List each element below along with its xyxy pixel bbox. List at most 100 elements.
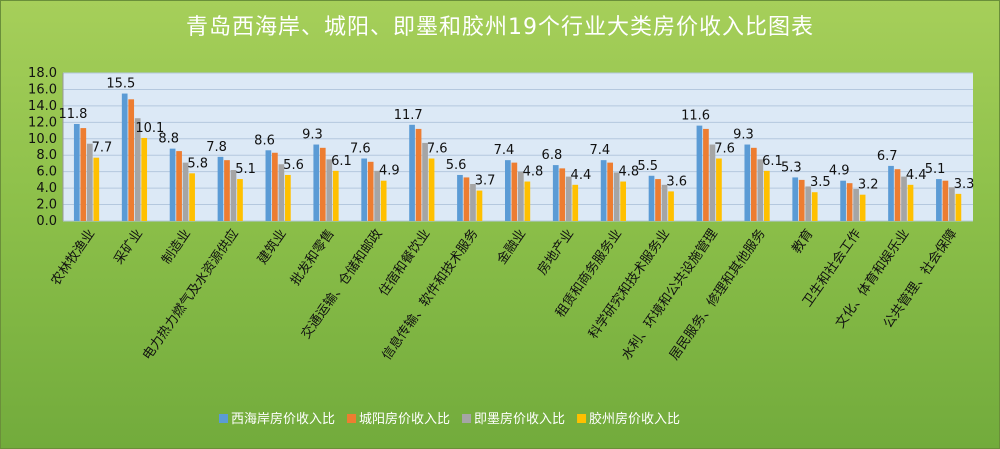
bar <box>93 157 100 221</box>
data-label: 4.9 <box>379 164 400 179</box>
data-label: 8.8 <box>158 132 179 147</box>
bar <box>750 147 757 221</box>
category-label: 交通运输、仓储和邮政 <box>298 226 386 342</box>
bar <box>763 170 770 221</box>
bar <box>189 173 195 221</box>
bar <box>942 180 949 221</box>
category-label: 居民服务、修理和其他服务 <box>666 226 769 363</box>
bar <box>888 165 894 221</box>
bar <box>655 179 661 221</box>
y-tick-label: 2.0 <box>36 198 57 213</box>
bar <box>409 124 415 221</box>
data-labels: 11.87.715.510.18.85.87.85.18.65.69.36.17… <box>58 77 974 193</box>
y-tick-label: 0.0 <box>36 214 57 229</box>
bar <box>313 144 320 221</box>
data-label: 3.5 <box>810 175 831 190</box>
bar <box>792 177 799 221</box>
legend-swatch <box>577 414 587 423</box>
y-tick-label: 8.0 <box>36 148 57 163</box>
legend-label: 胶州房价收入比 <box>589 411 680 427</box>
data-label: 11.8 <box>58 107 87 122</box>
bar <box>319 147 326 221</box>
y-tick-label: 6.0 <box>36 165 57 180</box>
bar <box>237 179 243 221</box>
bar <box>744 144 751 221</box>
bar <box>428 158 435 221</box>
category-label: 农林牧渔业 <box>49 227 99 289</box>
data-label: 15.5 <box>106 77 135 92</box>
category-label: 批发和零售 <box>287 226 337 288</box>
bar <box>703 128 709 221</box>
data-label: 5.8 <box>187 156 208 171</box>
legend-label: 西海岸房价收入比 <box>231 411 335 427</box>
bar <box>121 93 128 221</box>
bar <box>134 118 141 221</box>
data-label: 3.6 <box>666 174 687 189</box>
data-label: 7.6 <box>427 142 448 157</box>
bar <box>661 184 668 221</box>
data-label: 6.1 <box>331 154 352 169</box>
category-label: 制造业 <box>159 227 194 268</box>
data-label: 7.8 <box>206 140 227 155</box>
data-label: 11.6 <box>681 109 710 124</box>
bar <box>565 176 572 221</box>
bar <box>805 186 812 221</box>
bar <box>361 158 368 221</box>
y-tick-label: 16.0 <box>28 82 57 97</box>
bar <box>476 190 483 221</box>
bar <box>955 193 962 221</box>
category-label: 房地产业 <box>534 226 577 278</box>
bar <box>326 159 333 221</box>
bar <box>668 191 674 221</box>
data-label: 6.1 <box>762 154 783 169</box>
bar <box>176 151 182 221</box>
data-label: 5.6 <box>446 158 467 173</box>
data-label: 11.7 <box>394 108 423 123</box>
legend-label: 即墨房价收入比 <box>474 411 565 427</box>
bar <box>840 180 846 221</box>
category-label: 建筑业 <box>254 226 289 267</box>
legend-label: 城阳房价收入比 <box>359 411 450 427</box>
bar <box>901 176 907 221</box>
category-label: 采矿业 <box>111 227 146 268</box>
bars <box>73 93 962 221</box>
legend-swatch <box>219 414 228 423</box>
bar <box>949 187 955 221</box>
bar <box>128 99 135 221</box>
bar <box>380 180 387 221</box>
data-label: 7.4 <box>494 143 515 158</box>
bar <box>572 184 579 221</box>
bar <box>853 188 859 221</box>
category-label: 科学研究和技术服务业 <box>585 226 673 342</box>
bar <box>552 165 559 221</box>
category-label: 电力热力燃气及水资源供应 <box>139 226 242 363</box>
bar <box>457 174 463 221</box>
bar <box>894 169 901 221</box>
bar <box>907 184 914 221</box>
bar <box>217 156 224 221</box>
bar <box>332 170 339 221</box>
legend: 西海岸房价收入比 城阳房价收入比 即墨房价收入比 胶州房价收入比 <box>219 411 680 427</box>
legend-swatch <box>347 414 357 423</box>
bar <box>648 175 655 221</box>
bar <box>463 177 470 221</box>
bar <box>265 150 272 221</box>
bar <box>505 160 511 221</box>
category-label: 水利、环境和公共设施管理 <box>619 227 721 363</box>
data-label: 6.7 <box>877 149 898 164</box>
category-label: 金融业 <box>494 226 529 267</box>
bar <box>374 170 381 221</box>
y-tick-label: 14.0 <box>28 99 57 114</box>
bar <box>422 142 428 221</box>
bar <box>86 143 93 221</box>
data-label: 5.6 <box>283 158 304 173</box>
data-label: 4.8 <box>523 165 544 180</box>
data-label: 4.9 <box>829 164 850 179</box>
bar <box>169 148 176 221</box>
bar <box>716 158 722 221</box>
bar <box>936 179 942 221</box>
bar <box>278 164 285 221</box>
data-label: 5.1 <box>235 162 256 177</box>
